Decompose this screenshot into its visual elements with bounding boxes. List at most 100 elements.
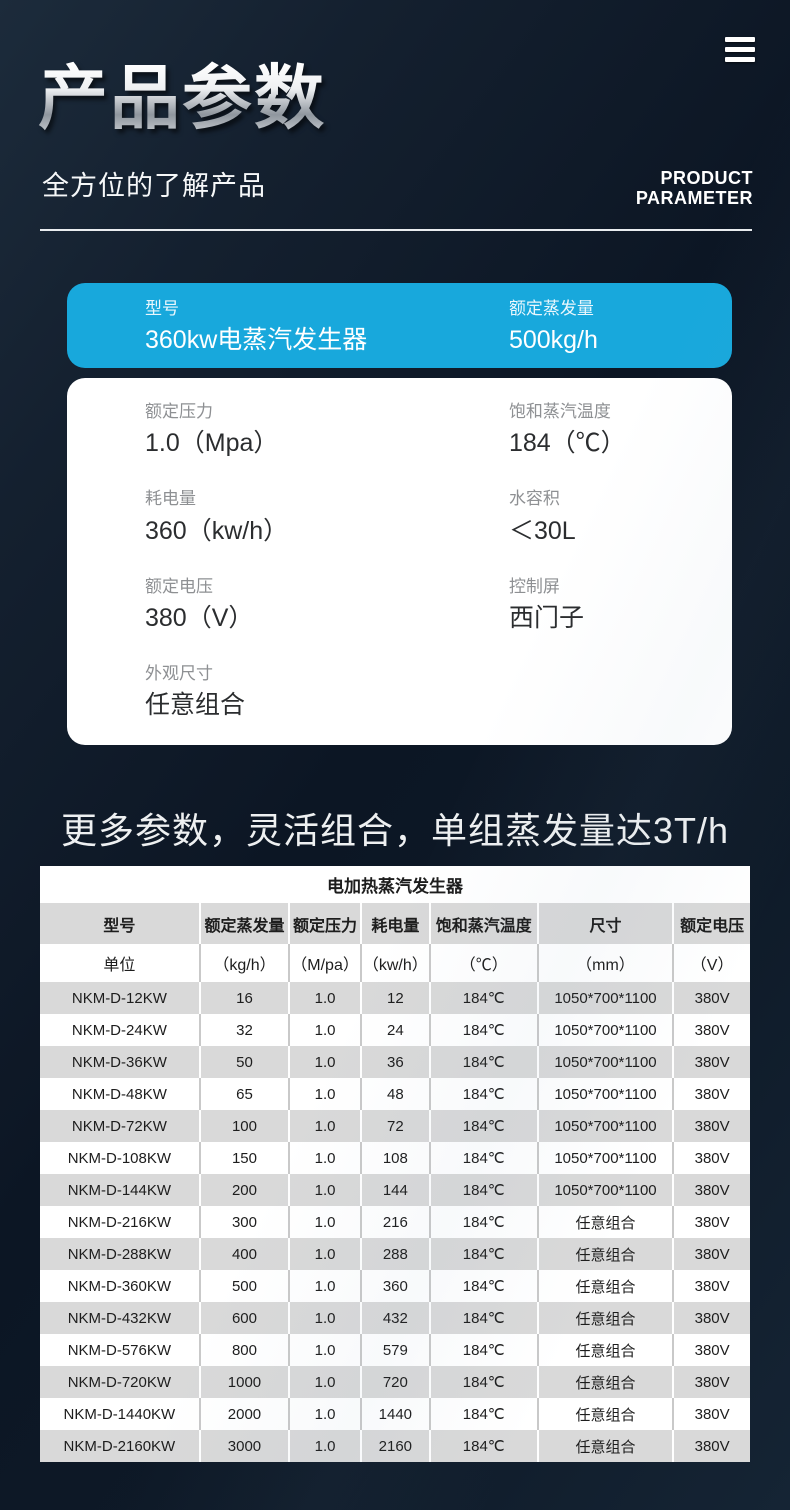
table-cell: 1.0: [289, 1238, 362, 1270]
table-cell: 1.0: [289, 1334, 362, 1366]
table-cell: 184℃: [429, 1078, 539, 1110]
table-cell: 360: [360, 1270, 431, 1302]
table-cell: NKM-D-216KW: [40, 1206, 201, 1238]
table-cell: 任意组合: [537, 1398, 675, 1430]
spec-field-value: ＜30L: [508, 516, 576, 545]
table-cell: 380V: [694, 1021, 730, 1039]
table-cell: 1050*700*1100: [537, 1078, 675, 1110]
spec-field-value: 184（℃）: [508, 429, 626, 458]
table-cell: 24: [360, 1014, 431, 1046]
spec-field: 控制屏 西门子: [509, 576, 732, 633]
table-cell: 48: [360, 1078, 431, 1110]
table-cell: NKM-D-360KW: [40, 1270, 201, 1302]
table-row: NKM-D-216KW 300 1.0 216 184℃ 任意组合 380V: [40, 1206, 750, 1238]
english-caption-line1: PRODUCT: [660, 168, 753, 188]
table-row: NKM-D-576KW 800 1.0 579 184℃ 任意组合 380V: [40, 1334, 750, 1366]
table-cell: 单位: [40, 944, 201, 982]
table-cell: 380V: [694, 1117, 730, 1135]
table-cell: 1.0: [289, 1046, 362, 1078]
table-cell: 任意组合: [537, 1430, 675, 1462]
page-title: 产品参数: [38, 59, 326, 137]
menu-bar: [725, 37, 755, 42]
table-cell: NKM-D-72KW: [40, 1110, 201, 1142]
table-cell: NKM-D-144KW: [40, 1174, 201, 1206]
english-caption-line2: PARAMETER: [635, 187, 753, 208]
table-cell: 任意组合: [537, 1366, 675, 1398]
table-cell: 1000: [199, 1366, 291, 1398]
table-cell: 288: [360, 1238, 431, 1270]
table-cell: （M/pa）: [289, 944, 362, 982]
table-cell: NKM-D-12KW: [40, 982, 201, 1014]
table-cell: 184℃: [429, 1014, 539, 1046]
table-cell: 184℃: [429, 1238, 539, 1270]
table-column-header: 额定压力: [289, 903, 362, 944]
table-cell: 16: [199, 982, 291, 1014]
table-cell: 任意组合: [537, 1238, 675, 1270]
table-cell: 184℃: [429, 1206, 539, 1238]
table-cell: 50: [199, 1046, 291, 1078]
table-cell: NKM-D-576KW: [40, 1334, 201, 1366]
table-cell: 380V: [694, 989, 730, 1007]
table-cell: NKM-D-108KW: [40, 1142, 201, 1174]
table-unit-row: 单位 （kg/h） （M/pa） （kw/h） （℃） （mm） （V）: [40, 944, 750, 982]
table-row: NKM-D-108KW 150 1.0 108 184℃ 1050*700*1100 380…: [40, 1142, 750, 1174]
table-column-header: 饱和蒸汽温度: [429, 903, 539, 944]
table-cell: NKM-D-36KW: [40, 1046, 201, 1078]
table-cell: 3000: [199, 1430, 291, 1462]
table-cell: 184℃: [429, 1366, 539, 1398]
table-cell: 300: [199, 1206, 291, 1238]
table-title-row: 电加热蒸汽发生器: [40, 866, 750, 903]
table-cell: 380V: [694, 1437, 730, 1455]
table-cell: 1050*700*1100: [537, 1174, 675, 1206]
table-cell: NKM-D-1440KW: [40, 1398, 201, 1430]
table-column-header: 型号: [40, 903, 201, 944]
spec-field: 额定电压 380（V）: [145, 576, 509, 633]
table-cell: 1.0: [289, 1430, 362, 1462]
table-cell: 144: [360, 1174, 431, 1206]
table-cell: 500: [199, 1270, 291, 1302]
table-cell: 任意组合: [537, 1334, 675, 1366]
table-cell: 400: [199, 1238, 291, 1270]
table-cell: 任意组合: [537, 1302, 675, 1334]
table-cell: 1440: [360, 1398, 431, 1430]
table-row: NKM-D-360KW 500 1.0 360 184℃ 任意组合 380V: [40, 1270, 750, 1302]
table-row: NKM-D-72KW 100 1.0 72 184℃ 1050*700*1100 380V: [40, 1110, 750, 1142]
table-column-header: 尺寸: [537, 903, 675, 944]
highlight-field-label: 额定蒸发量: [508, 299, 594, 318]
table-row: NKM-D-432KW 600 1.0 432 184℃ 任意组合 380V: [40, 1302, 750, 1334]
model-highlight-card: 型号 360kw电蒸汽发生器 额定蒸发量 500kg/h: [67, 283, 732, 368]
table-row: NKM-D-720KW 1000 1.0 720 184℃ 任意组合 380V: [40, 1366, 750, 1398]
table-cell: 2000: [199, 1398, 291, 1430]
table-cell: 380V: [694, 1213, 730, 1231]
table-cell: 800: [199, 1334, 291, 1366]
table-row: NKM-D-12KW 16 1.0 12 184℃ 1050*700*1100 380V: [40, 982, 750, 1014]
table-cell: 380V: [694, 1149, 730, 1167]
table-cell: 184℃: [429, 1174, 539, 1206]
table-cell: 1050*700*1100: [537, 1110, 675, 1142]
table-row: NKM-D-288KW 400 1.0 288 184℃ 任意组合 380V: [40, 1238, 750, 1270]
table-title: 电加热蒸汽发生器: [40, 866, 750, 903]
hamburger-menu-icon[interactable]: [725, 37, 755, 62]
spec-field-label: 额定电压: [145, 576, 213, 596]
spec-field-label: 耗电量: [145, 489, 196, 509]
spec-field-value: 西门子: [508, 603, 584, 632]
spec-field-label: 外观尺寸: [145, 663, 213, 683]
table-cell: 1.0: [289, 1174, 362, 1206]
table-cell: 380V: [694, 1309, 730, 1327]
spec-field-label: 控制屏: [508, 576, 560, 596]
table-cell: 1.0: [289, 1014, 362, 1046]
table-cell: 380V: [694, 1181, 730, 1199]
table-cell: 184℃: [429, 1302, 539, 1334]
table-cell: 108: [360, 1142, 431, 1174]
table-column-header: 额定电压: [673, 903, 750, 944]
spec-field: 耗电量 360（kw/h）: [145, 488, 509, 545]
table-cell: NKM-D-24KW: [40, 1014, 201, 1046]
table-cell: NKM-D-48KW: [40, 1078, 201, 1110]
table-cell: 184℃: [429, 1046, 539, 1078]
table-row: NKM-D-2160KW 3000 1.0 2160 184℃ 任意组合 380V: [40, 1430, 750, 1462]
english-caption: PRODUCT PARAMETER: [635, 168, 753, 209]
table-cell: NKM-D-2160KW: [40, 1430, 201, 1462]
table-cell: 1.0: [289, 1206, 362, 1238]
table-cell: 184℃: [429, 1398, 539, 1430]
